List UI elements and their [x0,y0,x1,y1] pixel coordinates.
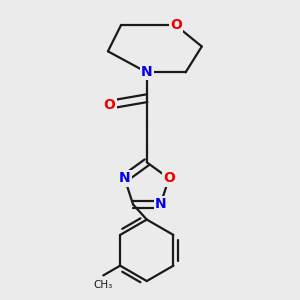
Text: N: N [154,197,166,212]
Text: N: N [141,65,153,79]
Text: O: O [170,18,182,32]
Text: CH₃: CH₃ [94,280,113,290]
Text: O: O [103,98,116,112]
Text: O: O [163,171,175,185]
Text: N: N [119,171,130,185]
